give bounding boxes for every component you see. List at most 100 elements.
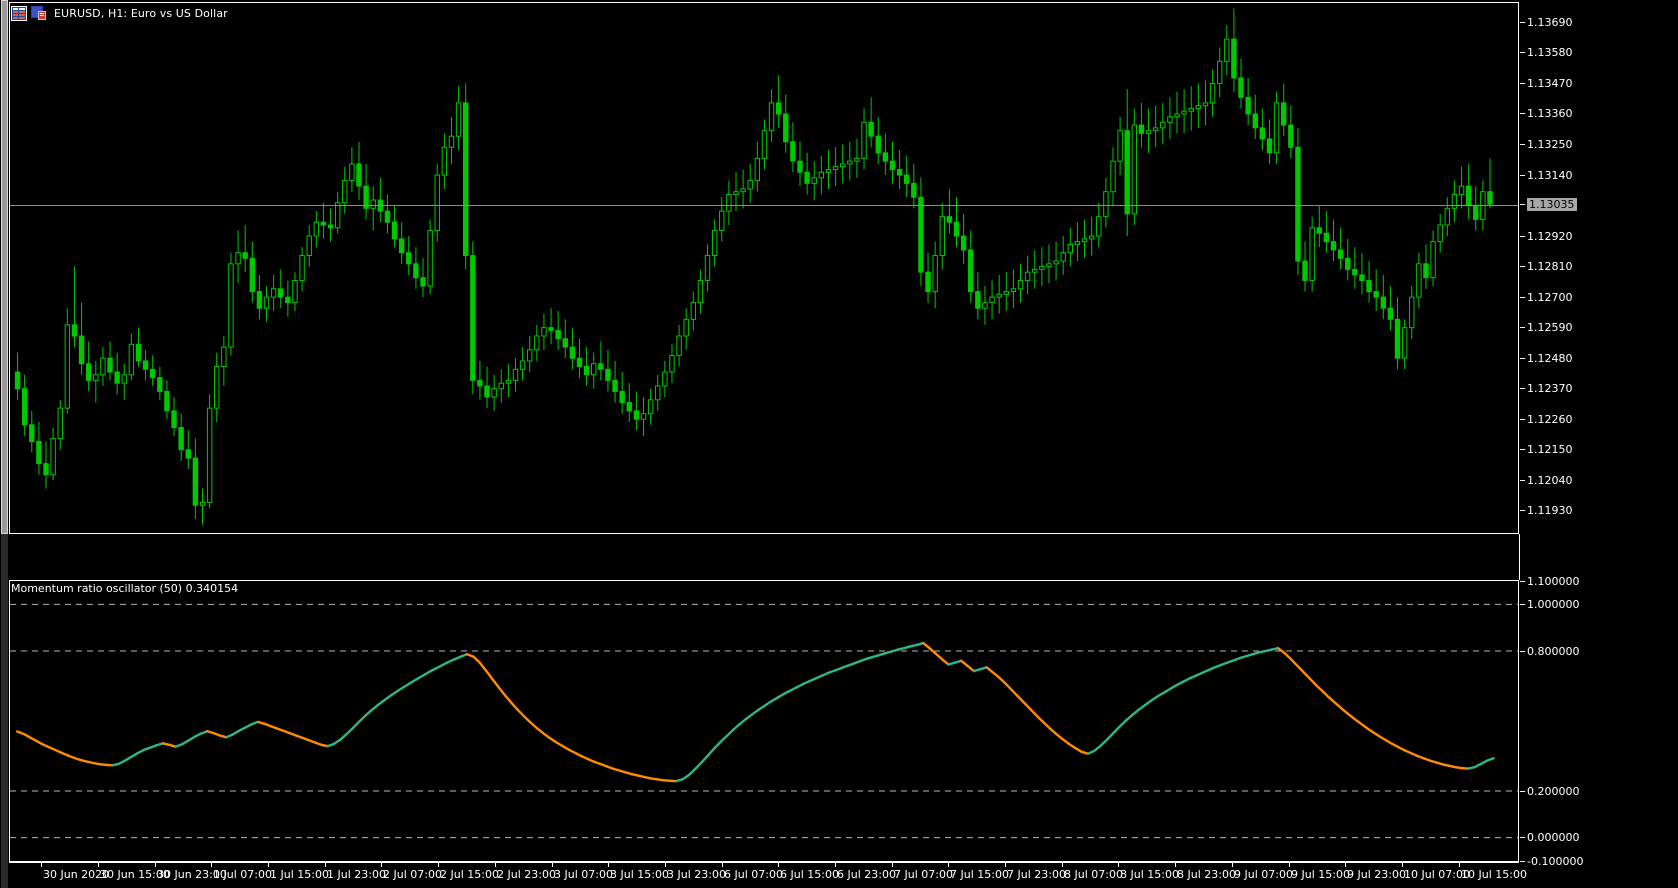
price-axis-label: 1.12260 (1527, 412, 1573, 426)
price-axis-label: 1.12590 (1527, 321, 1573, 335)
time-axis-tick (325, 862, 326, 867)
table-grid-icon[interactable] (11, 5, 27, 21)
price-axis-label: 1.12150 (1527, 443, 1573, 457)
tick-dash (1520, 266, 1525, 268)
indicator-axis[interactable]: 1.100000 1.000000 0.800000 0.200000 0.000000… (1519, 575, 1678, 868)
candlestick-series (14, 8, 1493, 525)
time-axis-tick (98, 862, 99, 867)
vertical-scrollbar[interactable] (0, 0, 9, 888)
time-axis-tick (1062, 862, 1063, 867)
price-axis-label: 1.12700 (1527, 290, 1573, 304)
tick-dash (1520, 296, 1525, 298)
time-axis-tick (268, 862, 269, 867)
time-axis-label: 2 Jul 15:00 (440, 868, 499, 881)
indicator-axis-label: 1.100000 (1527, 574, 1580, 588)
time-axis-label: 9 Jul 07:00 (1234, 868, 1293, 881)
tick-dash (1520, 357, 1525, 359)
indicator-axis-tick: -0.100000 (1519, 854, 1583, 868)
price-axis-label: 1.13140 (1527, 168, 1573, 182)
time-axis-label: 6 Jul 23:00 (837, 868, 896, 881)
price-axis-tick: 1.11930 (1519, 504, 1573, 518)
indicator-axis-label: 0.800000 (1527, 644, 1580, 658)
time-axis-label: 6 Jul 07:00 (724, 868, 783, 881)
price-axis-tick: 1.12150 (1519, 443, 1573, 457)
price-axis-tick: 1.12370 (1519, 382, 1573, 396)
tick-dash (1520, 21, 1525, 23)
time-axis-line (9, 862, 1519, 863)
current-price-line (10, 205, 1518, 207)
momentum-ratio-oscillator-series (10, 603, 1518, 839)
time-axis[interactable]: 30 Jun 2020 30 Jun 15:00 30 Jun 23:00 1 Jul… (9, 862, 1527, 888)
time-axis-label: 3 Jul 07:00 (554, 868, 613, 881)
tick-dash (1520, 860, 1525, 862)
indicator-axis-tick: 1.000000 (1519, 597, 1580, 611)
time-axis-tick (608, 862, 609, 867)
price-axis-tick: 1.12040 (1519, 473, 1573, 487)
time-axis-tick (1005, 862, 1006, 867)
time-axis-tick (665, 862, 666, 867)
price-axis-label: 1.13360 (1527, 107, 1573, 121)
current-price-label: 1.13035 (1527, 197, 1577, 211)
price-axis-tick: 1.13690 (1519, 15, 1573, 29)
price-axis-tick: 1.13580 (1519, 46, 1573, 60)
price-axis-tick: 1.12810 (1519, 260, 1573, 274)
tick-dash (1520, 235, 1525, 237)
price-axis-tick: 1.12920 (1519, 229, 1573, 243)
time-axis-label: 2 Jul 07:00 (383, 868, 442, 881)
price-chart-panel[interactable] (9, 2, 1519, 534)
indicator-panel[interactable] (9, 580, 1519, 862)
price-axis-label: 1.12370 (1527, 382, 1573, 396)
time-axis-label: 7 Jul 23:00 (1007, 868, 1066, 881)
tick-dash (1520, 82, 1525, 84)
time-axis-label: 7 Jul 07:00 (894, 868, 953, 881)
time-axis-label: 10 Jul 15:00 (1461, 868, 1527, 881)
time-axis-label: 8 Jul 07:00 (1064, 868, 1123, 881)
time-axis-label: 8 Jul 15:00 (1120, 868, 1179, 881)
tick-dash (1520, 203, 1525, 205)
time-axis-tick (41, 862, 42, 867)
tick-dash (1520, 388, 1525, 390)
time-axis-tick (552, 862, 553, 867)
tick-dash (1520, 113, 1525, 115)
indicator-plot-area[interactable] (10, 581, 1518, 861)
time-axis-tick (1289, 862, 1290, 867)
indicator-axis-tick: 0.200000 (1519, 784, 1580, 798)
time-axis-tick (381, 862, 382, 867)
time-axis-tick (1345, 862, 1346, 867)
price-axis-label: 1.12480 (1527, 351, 1573, 365)
time-axis-tick (948, 862, 949, 867)
time-axis-tick (1118, 862, 1119, 867)
time-axis-label: 1 Jul 15:00 (270, 868, 329, 881)
indicator-label: Momentum ratio oscillator (50) 0.340154 (11, 582, 239, 595)
price-axis-label: 1.12920 (1527, 229, 1573, 243)
price-axis-tick: 1.12260 (1519, 412, 1573, 426)
price-axis-tick: 1.13360 (1519, 107, 1573, 121)
price-axis-tick: 1.12480 (1519, 351, 1573, 365)
time-axis-tick (722, 862, 723, 867)
price-plot-area[interactable] (10, 3, 1518, 533)
time-axis-label: 9 Jul 23:00 (1347, 868, 1406, 881)
chart-data-icon[interactable] (31, 5, 47, 21)
indicator-axis-tick: 1.100000 (1519, 574, 1580, 588)
time-axis-label: 1 Jul 07:00 (213, 868, 272, 881)
tick-dash (1520, 174, 1525, 176)
price-axis-label: 1.13250 (1527, 138, 1573, 152)
time-axis-tick (1232, 862, 1233, 867)
price-axis-tick: 1.12700 (1519, 290, 1573, 304)
price-axis[interactable]: 1.13690 1.13580 1.13470 1.13360 1.13250 1.131… (1519, 2, 1678, 534)
scrollbar-thumb[interactable] (1, 0, 8, 534)
price-axis-label: 1.12810 (1527, 260, 1573, 274)
time-axis-label: 30 Jun 2020 (43, 868, 110, 881)
price-axis-label: 1.13580 (1527, 46, 1573, 60)
tick-dash (1520, 144, 1525, 146)
chart-title-bar: EURUSD, H1: Euro vs US Dollar (11, 4, 228, 22)
time-axis-label: 30 Jun 23:00 (157, 868, 227, 881)
indicator-axis-label: -0.100000 (1527, 854, 1584, 868)
indicator-axis-label: 0.000000 (1527, 831, 1580, 845)
time-axis-label: 8 Jul 23:00 (1177, 868, 1236, 881)
tick-dash (1520, 327, 1525, 329)
time-axis-label: 10 Jul 07:00 (1404, 868, 1470, 881)
time-axis-tick (495, 862, 496, 867)
tick-dash (1520, 603, 1525, 605)
